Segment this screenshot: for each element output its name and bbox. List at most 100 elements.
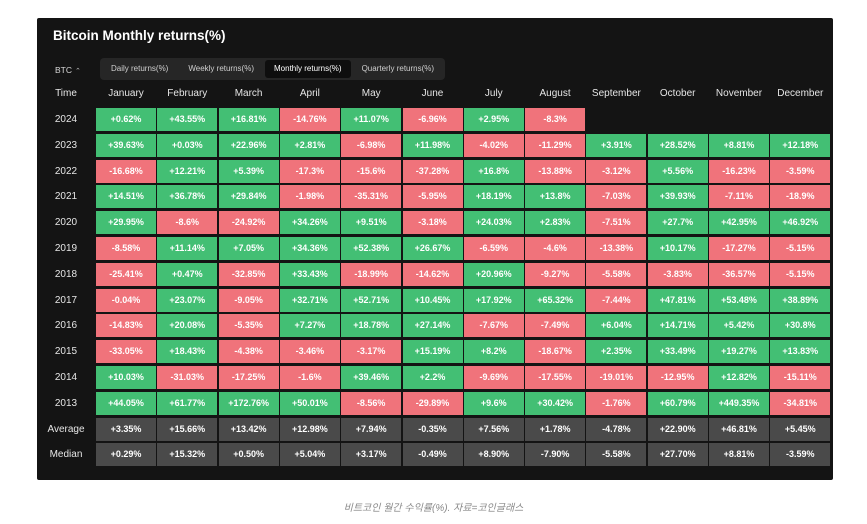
return-cell: +11.14% bbox=[157, 237, 218, 260]
return-cell: +0.50% bbox=[218, 443, 279, 467]
return-cell: -9.69% bbox=[463, 366, 524, 389]
return-cell: +10.17% bbox=[647, 237, 708, 260]
tab-quarterly-returns[interactable]: Quarterly returns(%) bbox=[361, 64, 435, 73]
return-cell: +10.45% bbox=[402, 288, 463, 312]
return-cell: +13.42% bbox=[218, 417, 279, 441]
return-cell: +29.84% bbox=[218, 185, 279, 209]
return-cell: +11.07% bbox=[341, 108, 402, 131]
return-cell: +14.51% bbox=[96, 185, 156, 209]
return-cell: -29.89% bbox=[402, 391, 463, 415]
return-cell: +3.35% bbox=[96, 417, 156, 441]
return-cell: +3.91% bbox=[586, 133, 647, 157]
return-cell: +46.81% bbox=[709, 417, 769, 441]
return-cell: +8.2% bbox=[463, 340, 524, 364]
return-cell: -37.28% bbox=[402, 159, 463, 183]
return-cell: +29.95% bbox=[96, 211, 156, 235]
return-cell: +27.7% bbox=[647, 211, 708, 235]
column-header-may: May bbox=[361, 88, 381, 99]
return-cell: -5.58% bbox=[586, 443, 647, 467]
return-cell: +42.95% bbox=[709, 211, 769, 235]
return-cell: -7.49% bbox=[525, 314, 586, 338]
tab-daily-returns[interactable]: Daily returns(%) bbox=[111, 64, 169, 73]
return-cell: -1.98% bbox=[279, 185, 340, 209]
return-cell: +52.71% bbox=[341, 288, 402, 312]
return-cell: -9.27% bbox=[525, 262, 586, 286]
return-cell: +30.8% bbox=[770, 314, 831, 338]
column-header-time: Time bbox=[55, 88, 77, 99]
column-header-september: September bbox=[591, 88, 641, 99]
return-cell: +43.55% bbox=[157, 108, 218, 131]
return-cell: -35.31% bbox=[341, 185, 402, 209]
return-cell: +5.39% bbox=[218, 159, 279, 183]
asset-selector[interactable]: BTC ⌃ bbox=[49, 63, 87, 77]
return-cell: +2.81% bbox=[279, 133, 340, 157]
return-cell: +7.56% bbox=[463, 417, 524, 441]
return-cell: +8.90% bbox=[463, 443, 524, 467]
return-cell: -36.57% bbox=[709, 262, 769, 286]
row-label-2017: 2017 bbox=[54, 294, 78, 306]
return-cell: +2.2% bbox=[402, 366, 463, 389]
column-header-january: January bbox=[108, 88, 144, 99]
return-cell: +7.94% bbox=[341, 417, 402, 441]
return-cell: -8.58% bbox=[96, 237, 156, 260]
return-cell: +19.27% bbox=[709, 340, 769, 364]
return-cell: -4.6% bbox=[525, 237, 586, 260]
return-cell: -8.56% bbox=[341, 391, 402, 415]
return-cell: -32.85% bbox=[218, 262, 279, 286]
return-cell: +22.96% bbox=[218, 133, 279, 157]
row-label-2021: 2021 bbox=[54, 191, 78, 203]
return-cell: -5.35% bbox=[218, 314, 279, 338]
row-label-2024: 2024 bbox=[54, 114, 78, 125]
return-cell: -17.27% bbox=[709, 237, 769, 260]
return-cell: -0.35% bbox=[402, 417, 463, 441]
return-cell: -24.92% bbox=[218, 211, 279, 235]
return-cell: +8.81% bbox=[709, 133, 769, 157]
column-header-december: December bbox=[777, 88, 824, 99]
return-cell: +449.35% bbox=[709, 391, 769, 415]
return-cell: +39.46% bbox=[341, 366, 402, 389]
return-cell: +14.71% bbox=[647, 314, 708, 338]
return-cell: +33.43% bbox=[279, 262, 340, 286]
row-label-2013: 2013 bbox=[54, 397, 78, 409]
return-cell: +0.29% bbox=[96, 443, 156, 467]
return-cell: +10.03% bbox=[96, 366, 156, 389]
return-cell: -18.99% bbox=[341, 262, 402, 286]
row-label-2023: 2023 bbox=[54, 139, 78, 151]
return-cell: +32.71% bbox=[279, 288, 340, 312]
return-cell: -18.67% bbox=[525, 340, 586, 364]
return-cell: -33.05% bbox=[96, 340, 156, 364]
return-cell: -16.68% bbox=[96, 159, 156, 183]
return-cell: +0.03% bbox=[157, 133, 218, 157]
return-cell: +12.21% bbox=[157, 159, 218, 183]
return-cell: +30.42% bbox=[525, 391, 586, 415]
column-header-august: August bbox=[539, 88, 571, 99]
return-cell: -17.3% bbox=[279, 159, 340, 183]
tab-monthly-returns[interactable]: Monthly returns(%) bbox=[265, 60, 351, 78]
return-cell: +34.26% bbox=[279, 211, 340, 235]
returns-panel: Bitcoin Monthly returns(%) BTC ⌃ Daily re… bbox=[37, 18, 833, 480]
row-label-2022: 2022 bbox=[54, 165, 78, 177]
return-cell: -17.25% bbox=[218, 366, 279, 389]
image-caption: 비트코인 월간 수익률(%). 자료=코인글래스 bbox=[343, 503, 524, 514]
return-cell: +15.66% bbox=[157, 417, 218, 441]
return-cell: +2.83% bbox=[525, 211, 586, 235]
return-cell: -13.38% bbox=[586, 237, 647, 260]
return-cell: -8.3% bbox=[525, 108, 586, 131]
return-cell: -25.41% bbox=[96, 262, 156, 286]
return-cell: -3.59% bbox=[770, 159, 831, 183]
return-cell: -15.11% bbox=[770, 366, 831, 389]
return-cell: -5.15% bbox=[770, 237, 831, 260]
return-cell: +34.36% bbox=[279, 237, 340, 260]
return-cell: +65.32% bbox=[525, 288, 586, 312]
return-cell: -3.83% bbox=[647, 262, 708, 286]
return-cell: +12.18% bbox=[770, 133, 831, 157]
return-cell: +7.05% bbox=[218, 237, 279, 260]
return-cell: +3.17% bbox=[341, 443, 402, 467]
return-cell: +13.8% bbox=[525, 185, 586, 209]
return-cell: +5.04% bbox=[279, 443, 340, 467]
return-cell: +47.81% bbox=[647, 288, 708, 312]
return-cell: -1.6% bbox=[279, 366, 340, 389]
return-cell: +15.19% bbox=[402, 340, 463, 364]
return-cell: +60.79% bbox=[647, 391, 708, 415]
tab-weekly-returns[interactable]: Weekly returns(%) bbox=[188, 64, 254, 73]
